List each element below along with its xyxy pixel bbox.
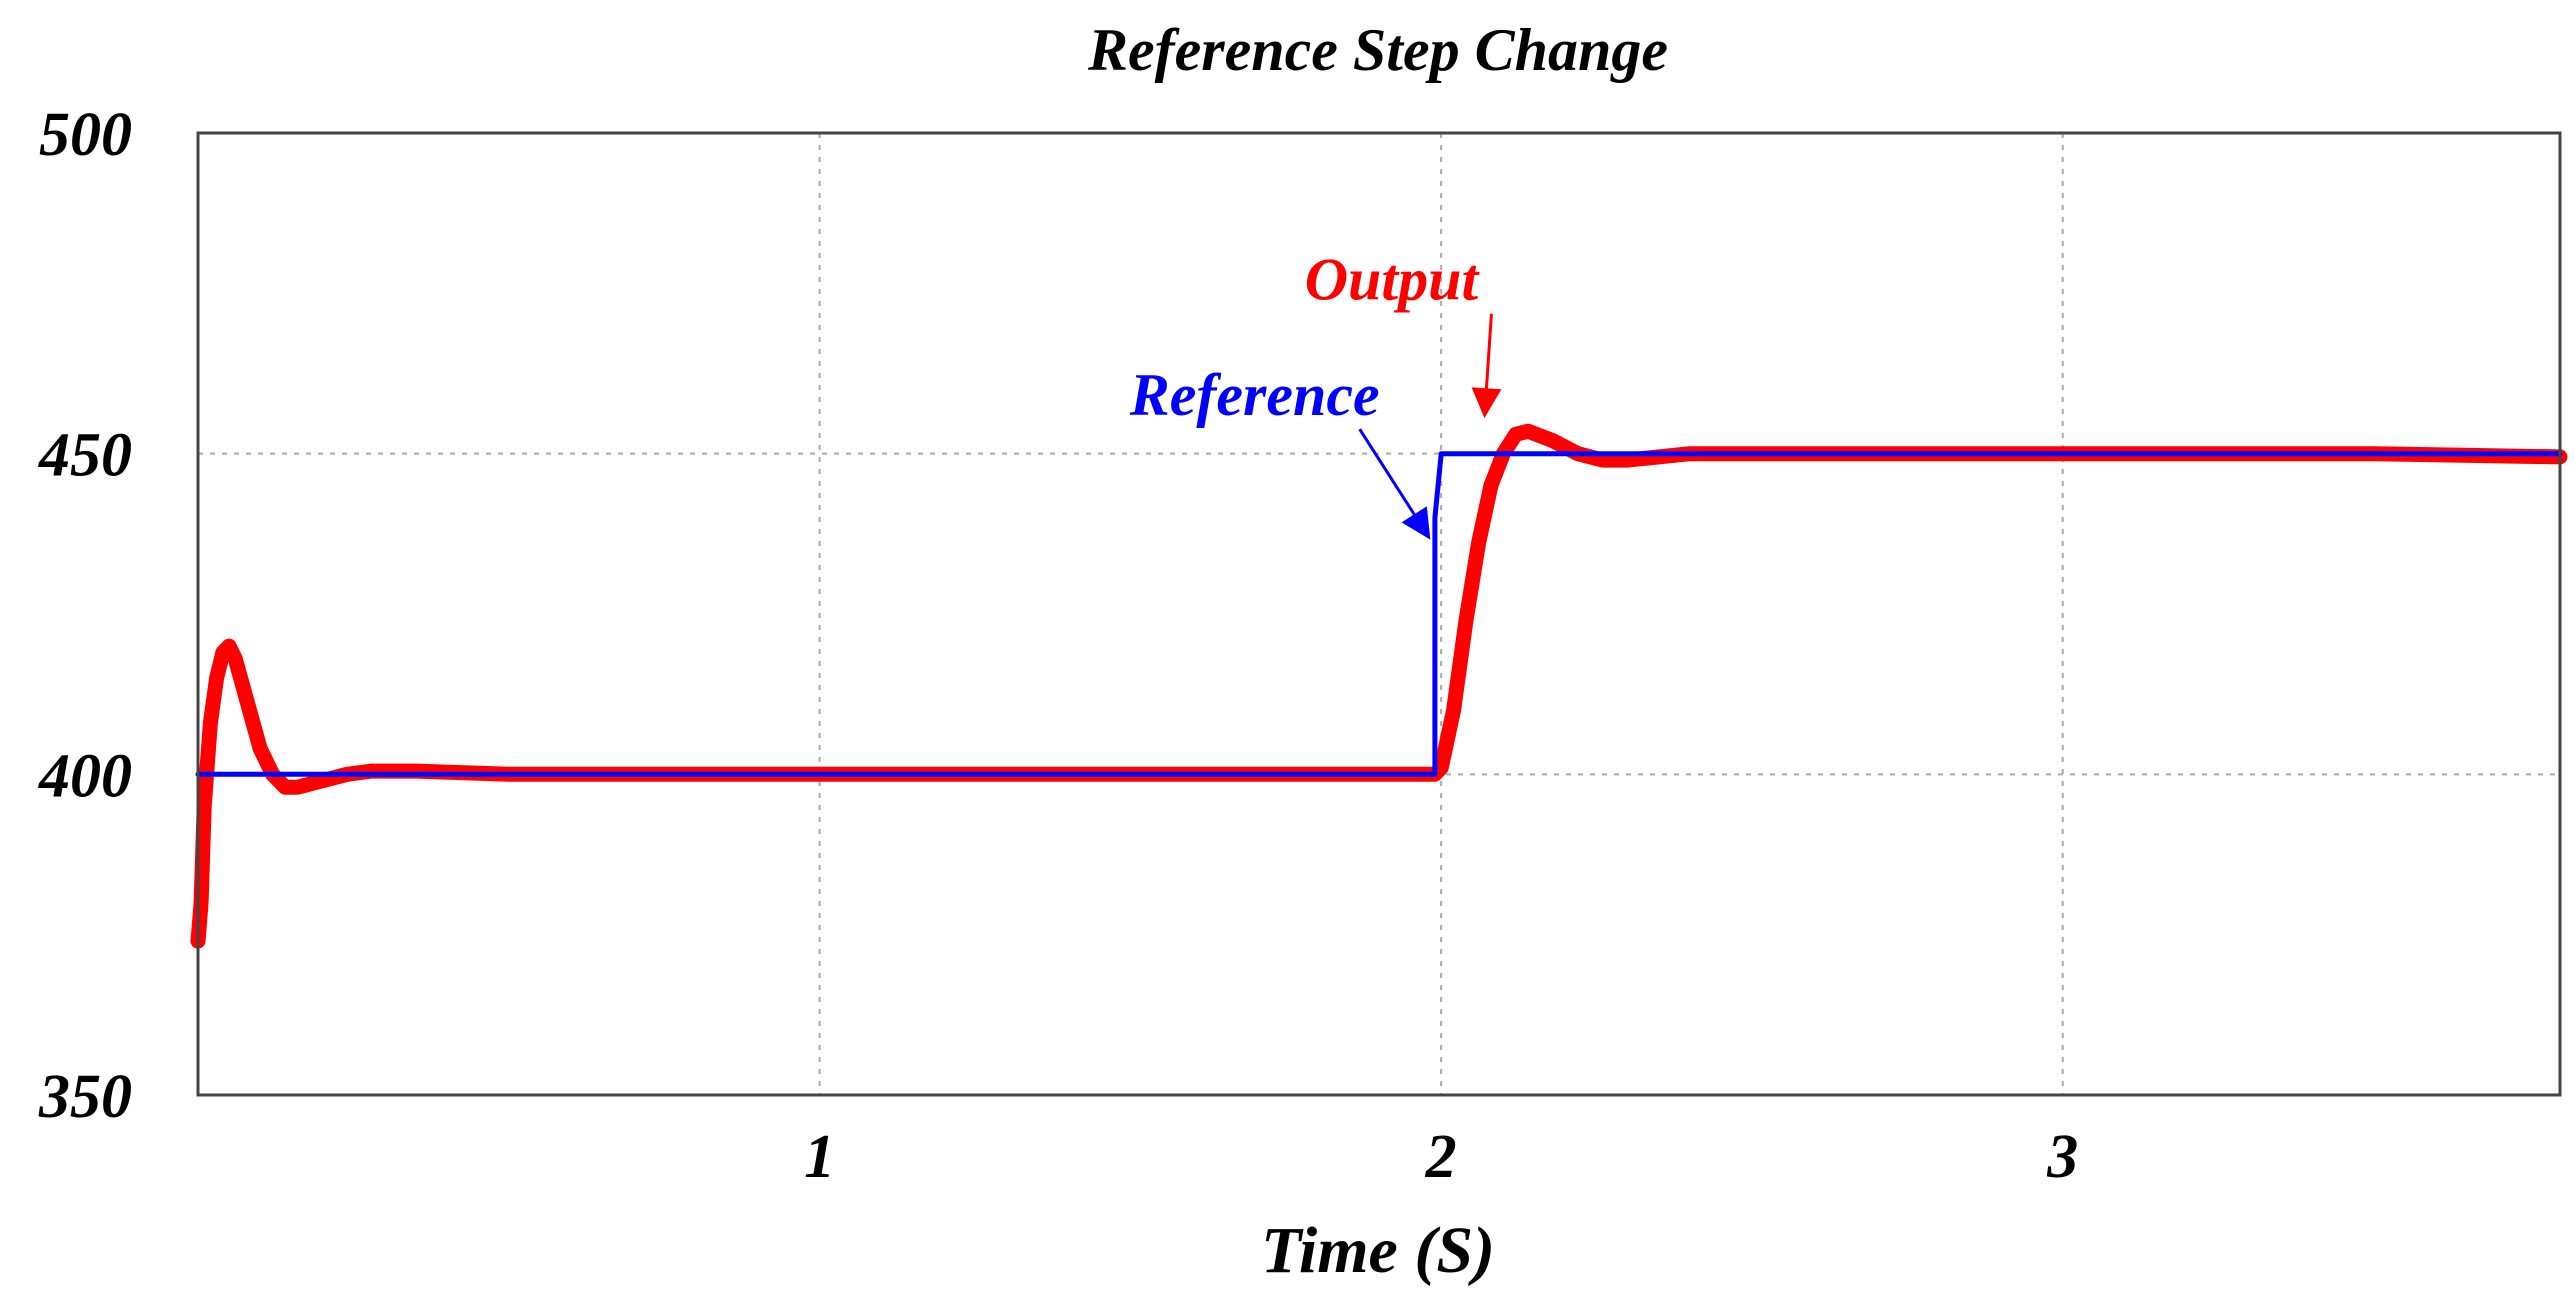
chart-title: Reference Step Change (1087, 17, 1668, 83)
series-line-output (190, 423, 2568, 949)
annotation-reference: Reference (1129, 362, 1380, 428)
annotation-arrow-output (1471, 313, 1502, 419)
x-tick-label: 1 (804, 1123, 835, 1191)
plot-frame (196, 131, 2562, 1097)
y-tick-label: 350 (38, 1063, 132, 1131)
x-tick-labels: 1 2 3 (804, 1123, 2078, 1191)
x-tick-label: 3 (2046, 1123, 2078, 1191)
y-tick-label: 500 (39, 101, 132, 169)
annotation-arrow-reference (1358, 428, 1431, 540)
y-tick-label: 450 (38, 422, 132, 490)
x-tick-label: 2 (1425, 1123, 1457, 1191)
series-layer (190, 423, 2568, 949)
series-line-reference (195, 451, 2563, 777)
annotation-output: Output (1305, 247, 1481, 313)
x-axis-label: Time (S) (1261, 1214, 1495, 1287)
y-tick-label: 400 (38, 742, 132, 810)
y-tick-labels: 350 400 450 500 (38, 101, 132, 1131)
annotations: Output Reference (1129, 247, 1502, 540)
